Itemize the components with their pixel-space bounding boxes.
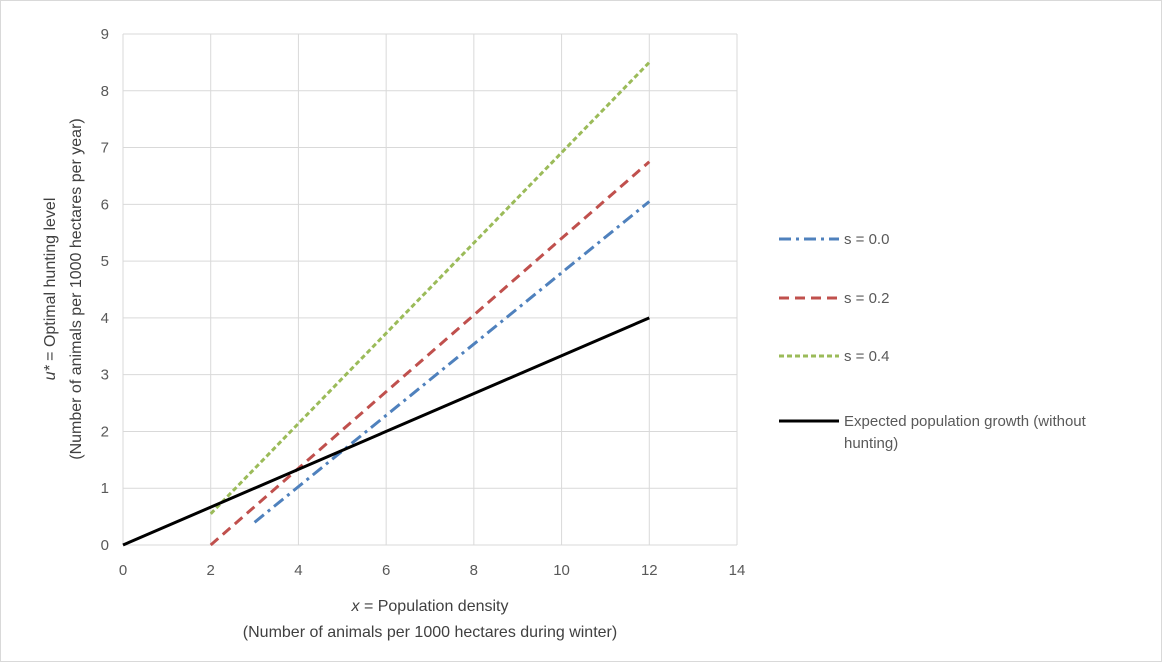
gridlines (122, 33, 738, 546)
y-tick-label: 4 (101, 310, 109, 327)
x-tick-label: 12 (641, 562, 658, 579)
series-line-0 (253, 200, 651, 524)
legend: s = 0.0 s = 0.2 s = 0.4 Expected population… (779, 231, 1087, 452)
x-tick-label: 6 (382, 562, 390, 579)
x-axis-title-line2: (Number of animals per 1000 hectares dur… (243, 624, 617, 641)
series-line-3 (122, 316, 650, 547)
x-tick-label: 4 (294, 562, 302, 579)
y-tick-label: 6 (101, 196, 109, 213)
series-lines (122, 61, 651, 547)
y-axis-title-line1: u* = Optimal hunting level (42, 198, 59, 381)
x-tick-label: 2 (207, 562, 215, 579)
series-line-1 (209, 160, 651, 547)
x-tick-label: 10 (553, 562, 570, 579)
legend-label-2: s = 0.4 (844, 348, 889, 365)
x-tick-label: 8 (470, 562, 478, 579)
legend-label-0: s = 0.0 (844, 231, 889, 248)
legend-label-3: Expected population growth (without hunti… (844, 413, 1087, 452)
legend-label-1: s = 0.2 (844, 290, 889, 307)
x-tick-label: 14 (729, 562, 746, 579)
y-tick-label: 1 (101, 480, 109, 497)
y-axis-title-line2: (Number of animals per 1000 hectares per… (68, 118, 85, 460)
y-tick-label: 0 (101, 537, 109, 554)
x-tick-label: 0 (119, 562, 127, 579)
y-tick-label: 2 (101, 423, 109, 440)
y-tick-label: 3 (101, 367, 109, 384)
y-tick-label: 8 (101, 83, 109, 100)
y-tick-label: 5 (101, 253, 109, 270)
y-tick-label: 9 (101, 26, 109, 43)
x-axis-title-line1: x = Population density (351, 598, 509, 615)
series-line-2 (209, 61, 651, 515)
y-tick-label: 7 (101, 140, 109, 157)
